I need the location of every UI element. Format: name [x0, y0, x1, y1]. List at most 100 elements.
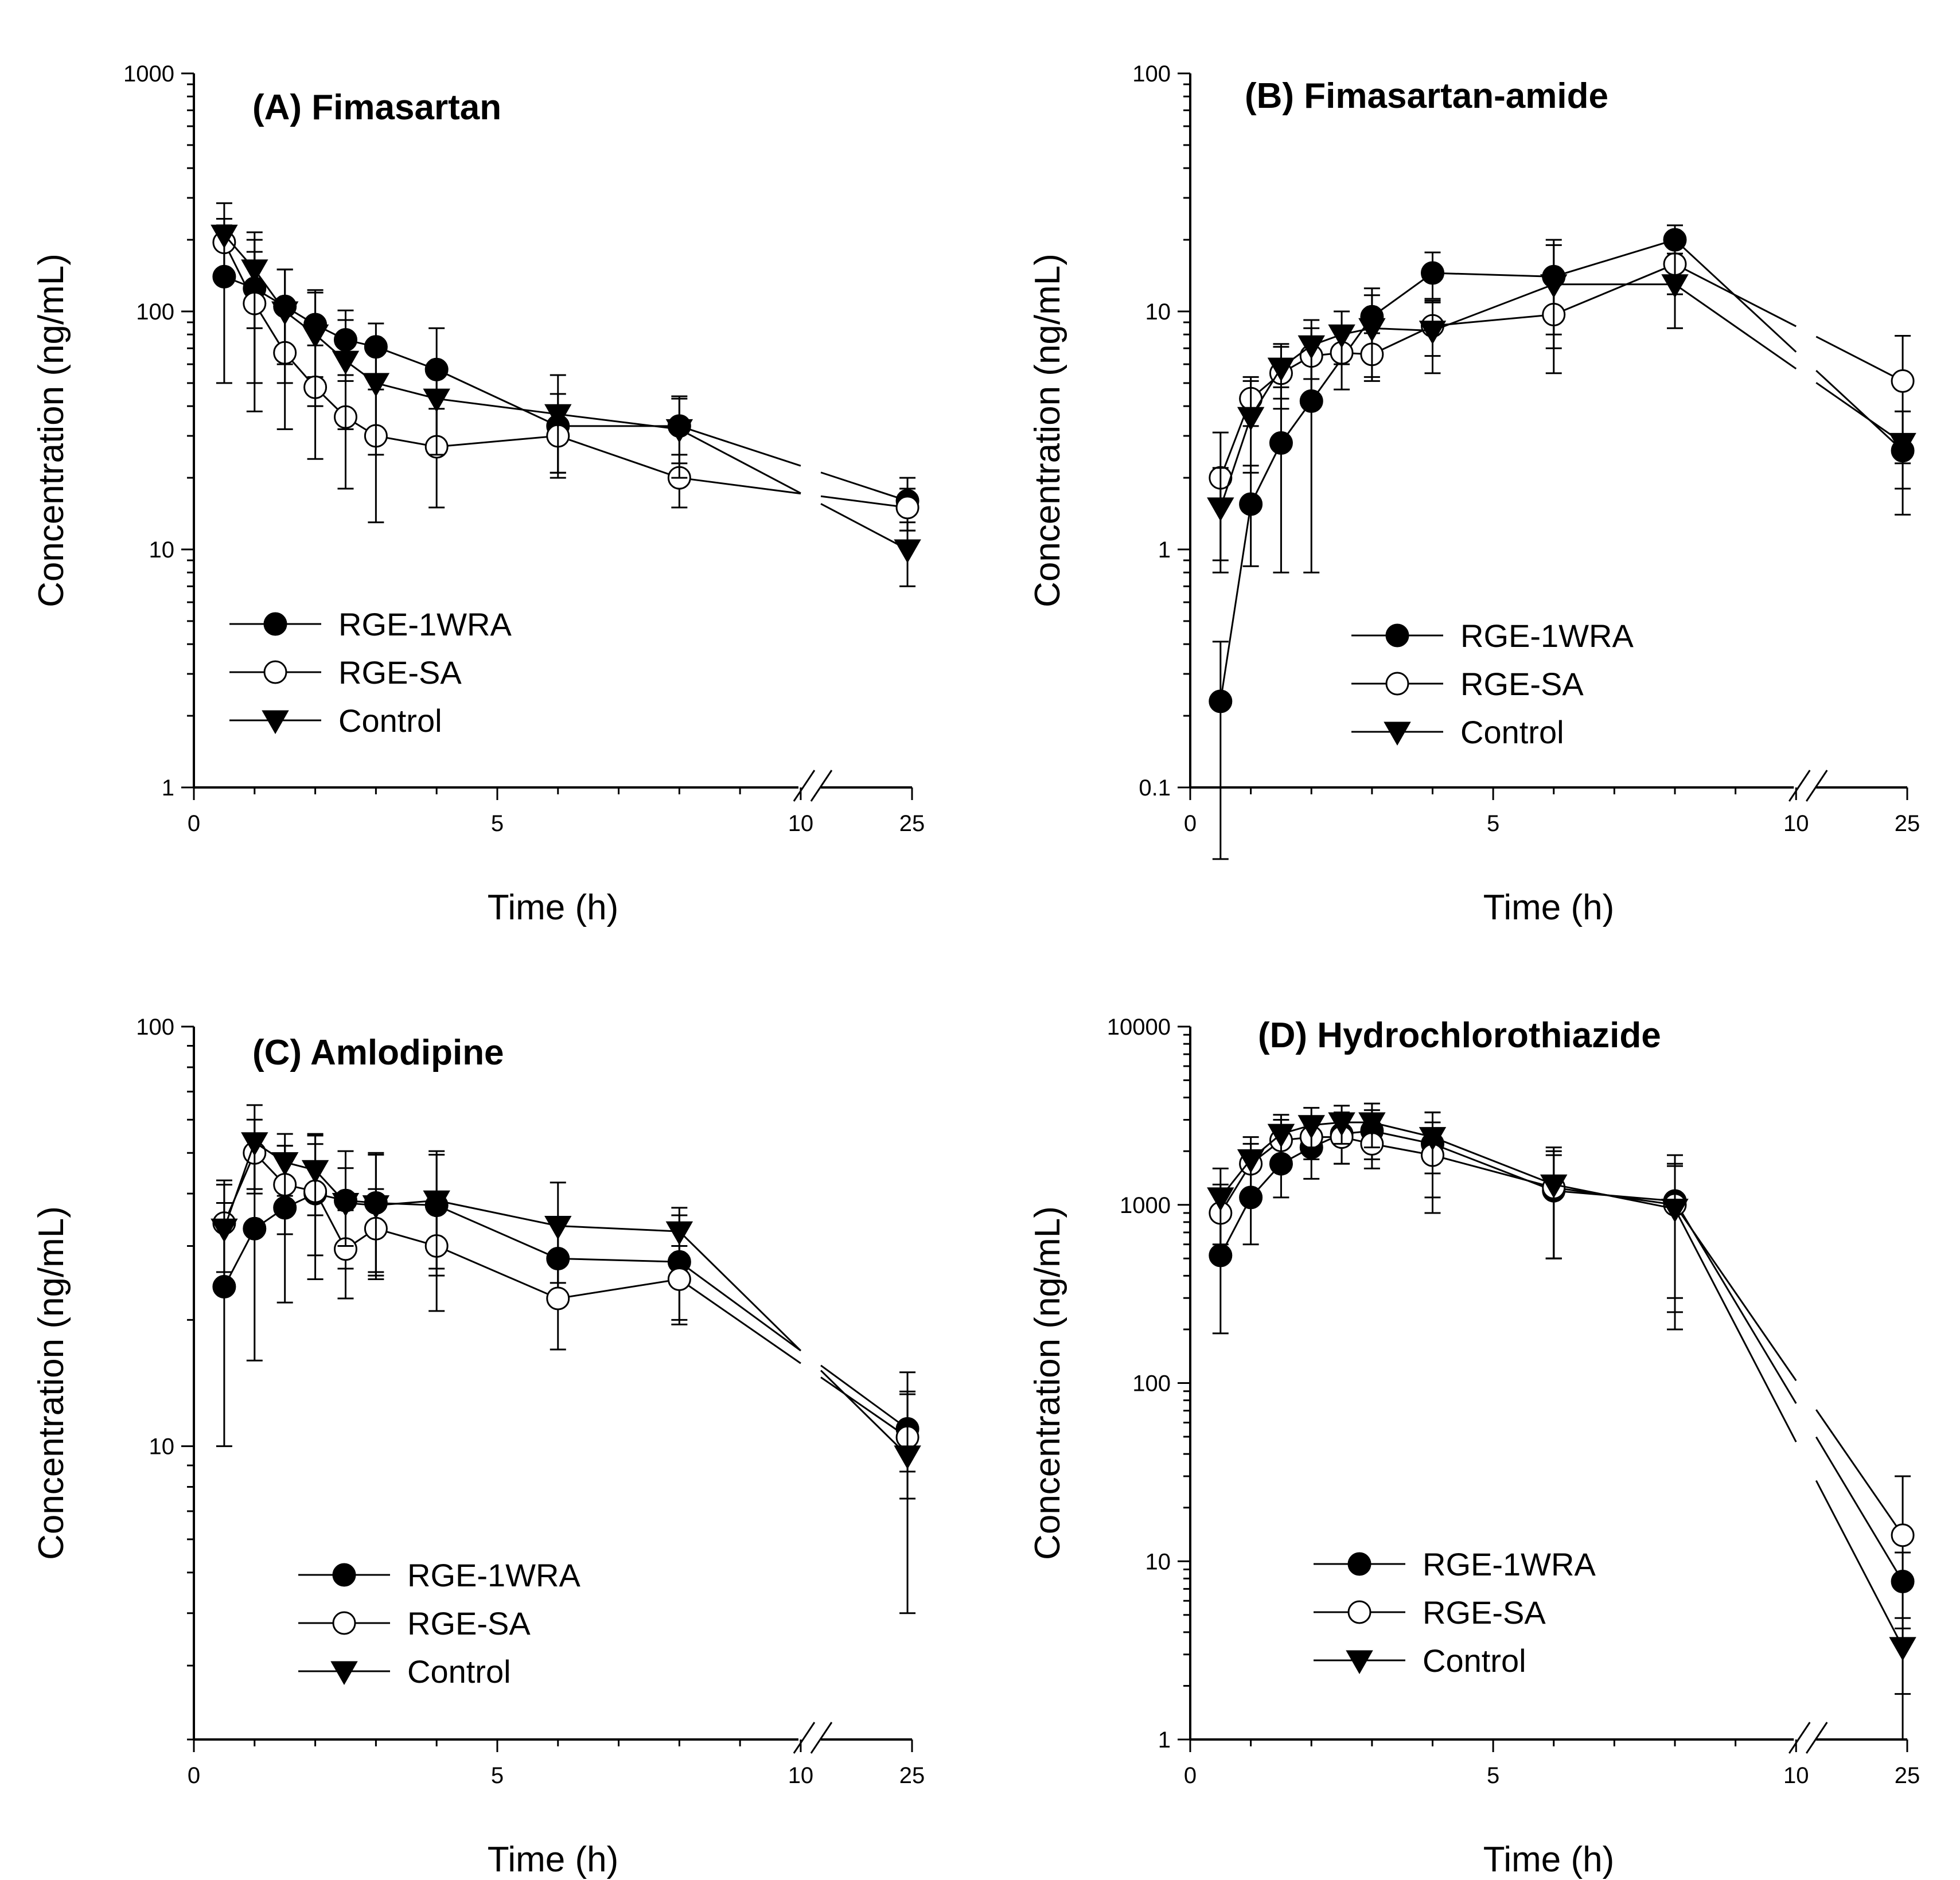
data-point	[1237, 407, 1265, 431]
axis-break-mark	[810, 1722, 833, 1754]
series-trend-tail	[820, 1370, 909, 1456]
legend: RGE-1WRA RGE-SA Control	[1351, 618, 1634, 750]
x-tick-label: 10	[788, 1763, 814, 1788]
axis-break-mark	[793, 1722, 816, 1754]
data-point	[271, 1152, 299, 1176]
x-tick-label: 5	[1487, 811, 1499, 836]
y-tick-label: 100	[1132, 1371, 1171, 1397]
data-point	[332, 350, 360, 375]
series-trend-stub	[1674, 283, 1797, 370]
x-tick-label: 0	[1184, 811, 1197, 836]
panel-title: (B) Fimasartan-amide	[1245, 76, 1608, 116]
x-axis-title: Time (h)	[1483, 888, 1614, 927]
data-point	[1661, 274, 1689, 298]
series-trend-stub	[679, 425, 801, 467]
legend-label: Control	[1460, 714, 1564, 750]
series-trend-stub	[679, 1231, 801, 1352]
legend-label: RGE-1WRA	[407, 1557, 580, 1593]
x-tick-label: 25	[899, 1763, 925, 1788]
data-point	[667, 1267, 691, 1291]
legend-label: RGE-SA	[407, 1605, 531, 1641]
y-axis-title: Concentration (ng/mL)	[32, 1206, 71, 1560]
data-point	[1889, 1637, 1916, 1661]
data-point	[1889, 432, 1916, 457]
x-axis-title: Time (h)	[488, 888, 618, 927]
axis-break-mark	[810, 770, 833, 802]
data-point	[362, 1195, 390, 1219]
x-tick-label: 5	[491, 811, 504, 836]
x-tick-label: 5	[491, 1763, 504, 1788]
series-line	[223, 234, 680, 430]
y-tick-label: 1000	[1120, 1193, 1171, 1218]
y-tick-label: 10	[149, 537, 175, 563]
data-point	[1419, 321, 1447, 345]
data-point	[1207, 497, 1234, 521]
series-trend-tail	[820, 495, 908, 509]
data-point	[1421, 261, 1444, 285]
series-control	[1207, 1102, 1916, 1695]
x-tick-label: 25	[1895, 811, 1920, 836]
data-point	[211, 224, 238, 249]
y-tick-label: 100	[1132, 61, 1171, 87]
legend-label: Control	[1423, 1643, 1526, 1679]
series-control	[211, 202, 921, 587]
series-trend-stub	[1674, 1204, 1797, 1382]
panel-d: 1 10 100 1000 10000 0 5 10 25 Time (h) Concentrati…	[1028, 1015, 1920, 1879]
data-point	[1237, 1149, 1265, 1173]
data-point	[1358, 318, 1386, 342]
data-point	[1297, 335, 1325, 360]
data-point	[1239, 492, 1263, 516]
x-tick-label: 10	[1783, 811, 1809, 836]
axis-break-mark	[1806, 770, 1828, 802]
y-axis-title: Concentration (ng/mL)	[1028, 1206, 1067, 1560]
legend: RGE-1WRA RGE-SA Control	[1314, 1546, 1596, 1679]
data-point	[894, 1445, 921, 1469]
legend: RGE-1WRA RGE-SA Control	[298, 1557, 580, 1690]
series-trend-stub	[679, 428, 801, 494]
legend-label: RGE-1WRA	[1423, 1546, 1596, 1582]
x-tick-label: 10	[1783, 1763, 1809, 1788]
data-point	[211, 1218, 238, 1243]
data-point	[301, 324, 329, 349]
y-tick-label: 10	[149, 1434, 175, 1460]
y-tick-label: 1	[162, 775, 174, 801]
legend-marker	[1385, 672, 1409, 696]
legend-label: RGE-1WRA	[1460, 618, 1634, 654]
series-trend-tail	[1815, 1480, 1904, 1648]
y-tick-label: 1000	[123, 61, 174, 87]
data-point	[241, 259, 268, 283]
y-tick-label: 10	[1145, 299, 1171, 325]
data-point	[1419, 1127, 1447, 1151]
legend-marker	[332, 1611, 356, 1635]
data-point	[544, 1215, 572, 1240]
y-axis-title: Concentration (ng/mL)	[1028, 253, 1067, 607]
series-trend-stub	[679, 1261, 801, 1352]
series-trend-tail	[1815, 382, 1903, 444]
series-line	[1219, 283, 1675, 508]
legend-marker	[262, 710, 289, 735]
series-trend-stub	[679, 1278, 801, 1364]
legend-marker	[332, 1563, 356, 1587]
data-point	[1269, 431, 1293, 455]
legend-label: Control	[338, 703, 442, 739]
x-tick-label: 25	[1895, 1763, 1920, 1788]
series-trend-stub	[1674, 1208, 1797, 1442]
legend-marker	[330, 1661, 358, 1686]
series-trend-tail	[820, 1364, 908, 1430]
series-trend-tail	[1815, 1409, 1904, 1536]
legend-label: RGE-SA	[1460, 666, 1584, 702]
x-tick-label: 0	[188, 1763, 200, 1788]
series-control	[1207, 244, 1916, 574]
data-point	[1328, 324, 1355, 349]
data-point	[1267, 357, 1295, 382]
data-point	[362, 373, 390, 397]
y-tick-label: 0.1	[1139, 775, 1171, 801]
series-line	[1219, 1130, 1675, 1256]
series-rge-sa	[1209, 1116, 1915, 1739]
data-point	[546, 1286, 570, 1310]
panel-a: 1 10 100 1000 0 5 10 25 Time (h) Concentration (n…	[32, 61, 925, 927]
legend-label: RGE-SA	[338, 654, 462, 691]
data-point	[241, 1132, 268, 1156]
panel-b: 0.1 1 10 100 0 5 10 25 Time (h) Concentration (ng…	[1028, 61, 1920, 927]
legend-label: Control	[407, 1653, 511, 1690]
